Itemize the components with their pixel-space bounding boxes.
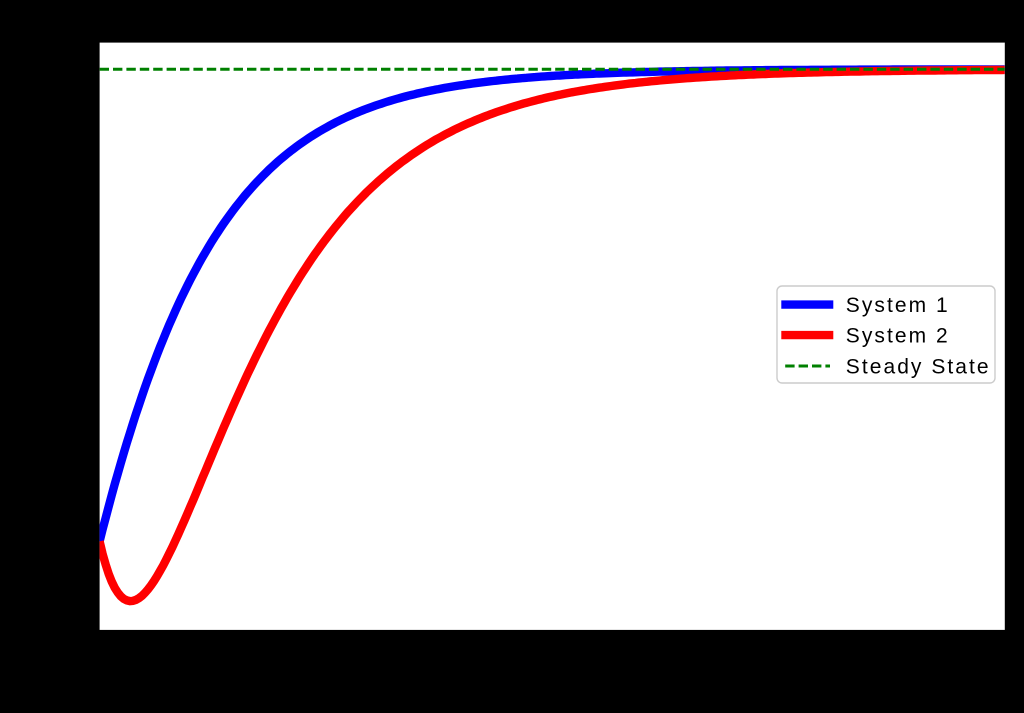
svg-text:System 2: System 2 bbox=[846, 325, 950, 348]
svg-text:Steady State: Steady State bbox=[846, 356, 991, 379]
svg-text:System 1: System 1 bbox=[846, 294, 950, 317]
